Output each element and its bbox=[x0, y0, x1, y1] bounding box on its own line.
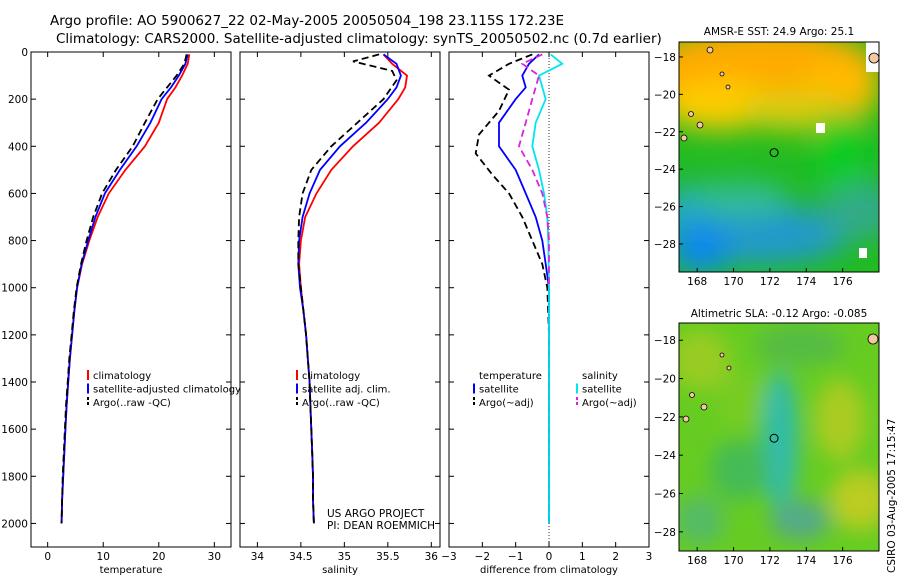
sst-map-ytick-label: −28 bbox=[654, 239, 676, 251]
salinity-xtick-label: 34 bbox=[251, 551, 265, 563]
difference-series-salinity-argo-adj- bbox=[518, 53, 550, 288]
sla-map-xtick-label: 176 bbox=[833, 555, 853, 567]
salinity-legend-label: Argo(..raw -QC) bbox=[302, 398, 380, 409]
sla-map: Altimetric SLA: -0.12 Argo: -0.085 168 17… bbox=[654, 308, 880, 567]
difference-xtick-label: −1 bbox=[508, 551, 523, 563]
sst-map-ytick-label: −22 bbox=[654, 127, 676, 139]
temperature-axes-frame bbox=[30, 51, 232, 548]
salinity-series-climatology bbox=[298, 53, 408, 524]
temperature-series-satellite-adjusted-climatology bbox=[60, 54, 189, 524]
salinity-axes-frame bbox=[239, 51, 441, 548]
sst-map-image bbox=[679, 42, 879, 272]
difference-xtick-label: −3 bbox=[441, 551, 456, 563]
temperature-xlabel: temperature bbox=[100, 565, 163, 576]
sst-map-xtick-label: 168 bbox=[687, 276, 707, 288]
difference-legend-label: Argo(~adj) bbox=[582, 398, 637, 409]
sla-map-ytick-label: −26 bbox=[654, 489, 676, 501]
difference-series-temperature-satellite bbox=[498, 53, 550, 524]
sla-map-xtick-label: 172 bbox=[760, 555, 780, 567]
sla-map-xtick-label: 170 bbox=[724, 555, 744, 567]
sla-map-ytick-label: −20 bbox=[654, 374, 676, 386]
temperature-xtick-label: 20 bbox=[152, 551, 165, 563]
difference-legend-label: Argo(~adj) bbox=[479, 398, 534, 409]
sst-map-argo-location-marker bbox=[769, 148, 779, 158]
difference-series-salinity-satellite bbox=[531, 53, 564, 524]
figure-title-line1: Argo profile: AO 5900627_22 02-May-2005 … bbox=[50, 13, 564, 29]
salinity-legend-label: satellite adj. clim. bbox=[302, 385, 391, 396]
salinity-xtick-label: 35.5 bbox=[376, 551, 399, 563]
temperature-panel: 0 10 20 30 temperature 0 200 400 600 800 1000 1200 1… bbox=[1, 47, 241, 576]
sla-map-ytick-label: −18 bbox=[654, 335, 676, 347]
temperature-legend-label: Argo(..raw -QC) bbox=[93, 398, 171, 409]
salinity-series-argo-raw-qc- bbox=[297, 53, 398, 524]
salinity-legend-label: climatology bbox=[302, 371, 360, 382]
sst-map-xtick-label: 176 bbox=[833, 276, 853, 288]
temperature-series-argo-raw-qc- bbox=[60, 54, 188, 524]
difference-xtick-label: 3 bbox=[646, 551, 653, 563]
salinity-panel: 34 34.5 35 35.5 36 salinity climatology satelli… bbox=[239, 51, 441, 576]
sla-map-ytick-label: −28 bbox=[654, 527, 676, 539]
sla-map-title: Altimetric SLA: -0.12 Argo: -0.085 bbox=[691, 308, 868, 320]
depth-tick-label: 2000 bbox=[1, 518, 28, 530]
difference-legend-label: satellite bbox=[582, 385, 622, 396]
depth-tick-label: 200 bbox=[8, 94, 28, 106]
side-stamp: CSIRO 03-Aug-2005 17:15:47 bbox=[886, 419, 898, 573]
difference-xtick-label: 0 bbox=[546, 551, 553, 563]
sla-map-ytick-label: −24 bbox=[654, 450, 676, 462]
depth-tick-label: 400 bbox=[8, 141, 28, 153]
sla-map-xtick-label: 168 bbox=[687, 555, 707, 567]
depth-tick-label: 1000 bbox=[1, 283, 28, 295]
difference-panel: −3 −2 −1 0 1 2 3 difference from climatology tem… bbox=[441, 51, 653, 576]
sst-map-ytick-label: −18 bbox=[654, 52, 676, 64]
depth-tick-label: 1200 bbox=[1, 330, 28, 342]
depth-tick-label: 0 bbox=[21, 47, 28, 59]
sst-map-ytick-label: −26 bbox=[654, 202, 676, 214]
salinity-xtick-label: 35 bbox=[338, 551, 351, 563]
credit-line2: PI: DEAN ROEMMICH bbox=[327, 520, 435, 532]
sst-map: AMSR-E SST: 24.9 Argo: 25.1 168 170 172 174… bbox=[654, 26, 880, 288]
difference-legend-label: satellite bbox=[479, 385, 519, 396]
difference-series-temperature-argo-adj- bbox=[474, 53, 550, 524]
salinity-xlabel: salinity bbox=[322, 565, 358, 576]
sst-map-ytick-label: −20 bbox=[654, 89, 676, 101]
temperature-legend-label: climatology bbox=[93, 371, 151, 382]
temperature-xtick-label: 30 bbox=[208, 551, 221, 563]
sst-map-ytick-label: −24 bbox=[654, 164, 676, 176]
difference-legend-right-title: salinity bbox=[582, 371, 618, 382]
difference-xtick-label: −2 bbox=[475, 551, 490, 563]
depth-tick-label: 1400 bbox=[1, 377, 28, 389]
sst-map-xtick-label: 172 bbox=[760, 276, 780, 288]
difference-legend-left-title: temperature bbox=[479, 371, 542, 382]
sla-map-ytick-label: −22 bbox=[654, 412, 676, 424]
sst-map-xtick-label: 170 bbox=[724, 276, 744, 288]
salinity-xtick-label: 34.5 bbox=[289, 551, 312, 563]
sla-map-image bbox=[679, 323, 879, 551]
temperature-xtick-label: 0 bbox=[44, 551, 51, 563]
sst-map-xtick-label: 174 bbox=[796, 276, 816, 288]
credit-line1: US ARGO PROJECT bbox=[327, 508, 425, 520]
salinity-series-satellite-adj-clim- bbox=[297, 53, 402, 524]
depth-tick-label: 1600 bbox=[1, 424, 28, 436]
depth-tick-label: 800 bbox=[8, 236, 28, 248]
temperature-legend-label: satellite-adjusted climatology bbox=[93, 385, 241, 396]
temperature-xtick-label: 10 bbox=[97, 551, 110, 563]
difference-xlabel: difference from climatology bbox=[480, 565, 618, 576]
sla-map-xtick-label: 174 bbox=[796, 555, 816, 567]
depth-tick-label: 600 bbox=[8, 188, 28, 200]
difference-xtick-label: 1 bbox=[579, 551, 586, 563]
temperature-series-climatology bbox=[60, 54, 191, 524]
salinity-xtick-label: 36 bbox=[425, 551, 439, 563]
sst-map-title: AMSR-E SST: 24.9 Argo: 25.1 bbox=[704, 26, 854, 38]
depth-tick-label: 1800 bbox=[1, 471, 28, 483]
figure-title-line2: Climatology: CARS2000. Satellite-adjuste… bbox=[56, 31, 662, 47]
difference-xtick-label: 2 bbox=[612, 551, 619, 563]
sla-map-argo-location-marker bbox=[769, 433, 779, 443]
